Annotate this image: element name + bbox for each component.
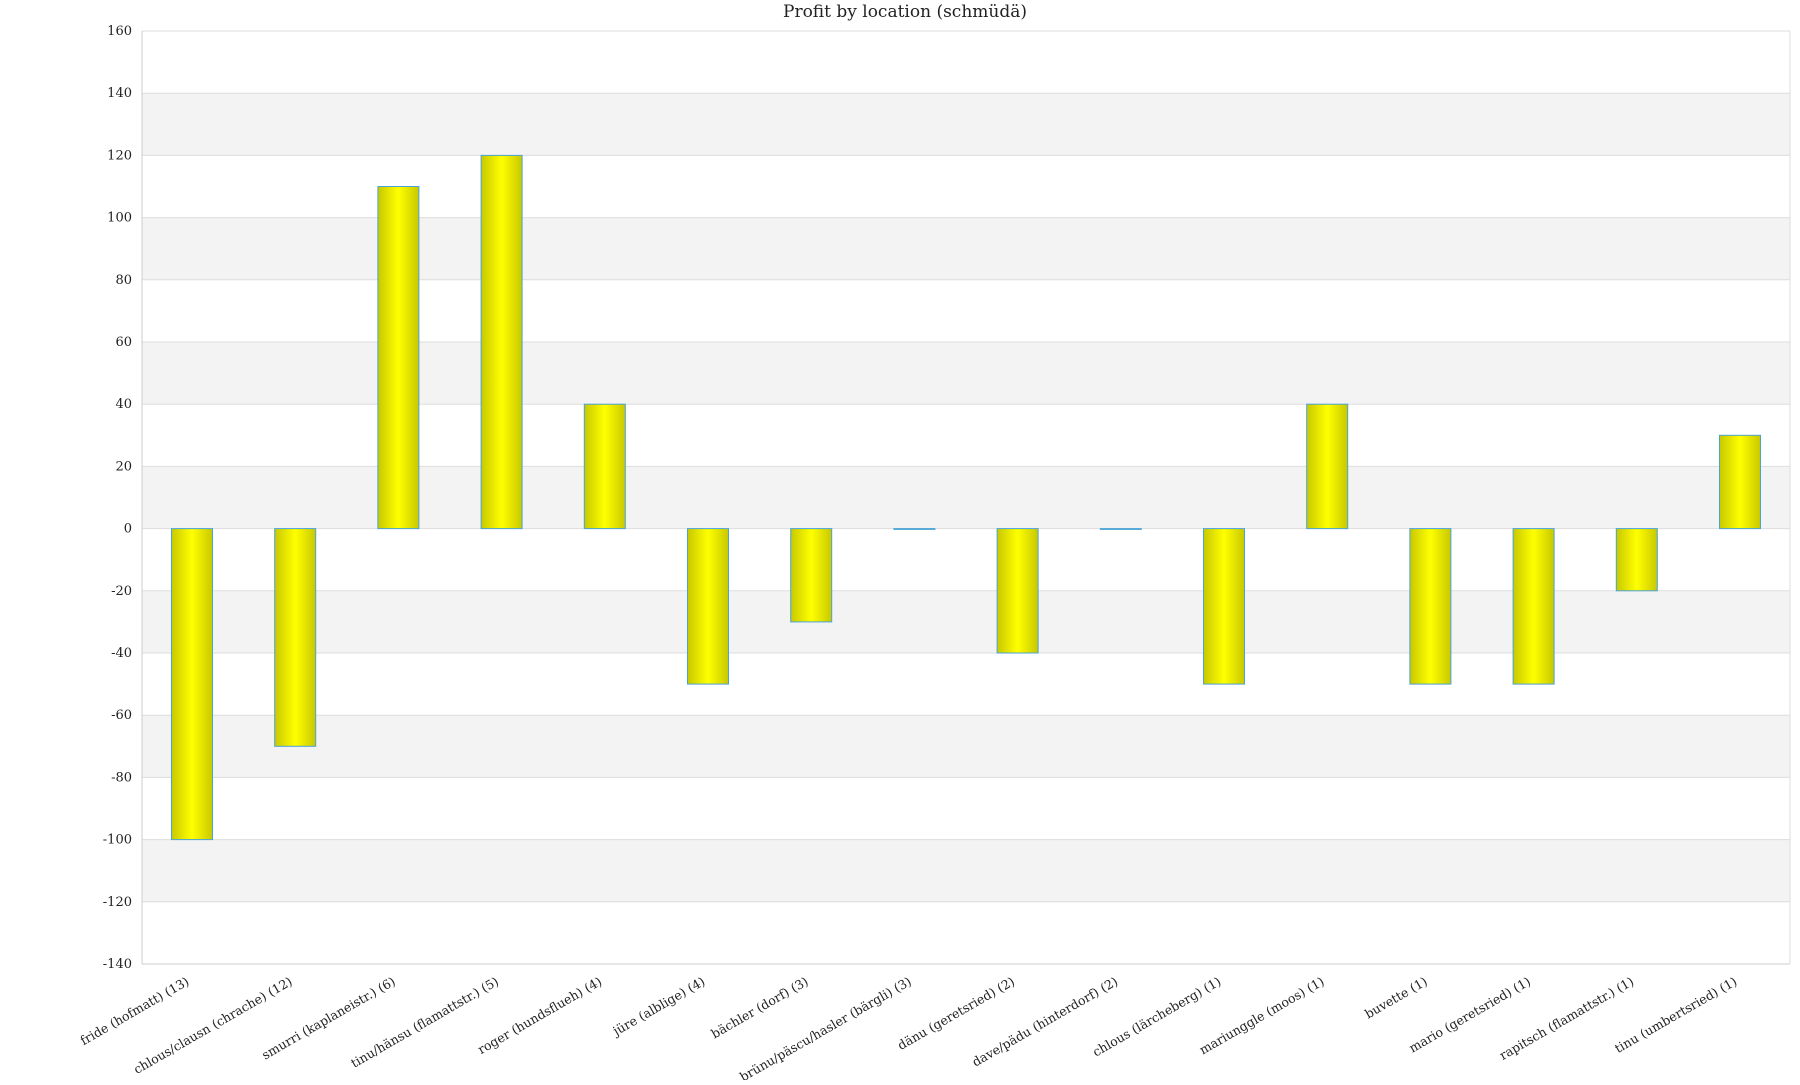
bar-5 <box>687 528 729 685</box>
bars <box>171 154 1761 841</box>
bar-6 <box>790 528 833 623</box>
y-tick-label: -80 <box>111 770 132 785</box>
y-tick-label: 80 <box>115 273 132 288</box>
y-tick-label: 40 <box>115 397 132 412</box>
chart-title: Profit by location (schmüdä) <box>783 2 1027 22</box>
bar-11 <box>1306 403 1349 530</box>
bar-9 <box>1099 528 1142 530</box>
y-tick-label: 20 <box>115 459 132 474</box>
y-tick-label: -100 <box>103 833 132 848</box>
y-tick-label: 60 <box>115 335 132 350</box>
axes <box>141 31 1791 965</box>
y-tick-label: -40 <box>111 646 132 661</box>
y-tick-label: -20 <box>111 584 132 599</box>
y-tick-label: 120 <box>107 148 132 163</box>
y-tick-label: 140 <box>107 86 132 101</box>
bar-4 <box>583 403 626 530</box>
y-axis-tick-labels: 160 140 120 100 80 60 40 20 0 -20 -40 -60 -80 -100 -12… <box>103 24 132 972</box>
x-category-label: fride (hofmatt) (13) <box>78 974 192 1048</box>
bar-8 <box>996 528 1039 654</box>
bar-15 <box>1719 434 1761 530</box>
bar-12 <box>1409 528 1452 685</box>
bar-1 <box>274 528 317 747</box>
bar-7 <box>893 528 936 530</box>
background-band <box>142 93 1790 156</box>
x-category-label: brünu/päscu/hasler (bärgli) (3) <box>737 974 914 1080</box>
y-tick-label: -120 <box>103 895 132 910</box>
bar-0 <box>171 528 213 841</box>
bar-3 <box>480 154 523 530</box>
y-tick-label: 100 <box>107 211 132 226</box>
x-axis-category-labels: fride (hofmatt) (13)chlous/clausn (chrac… <box>78 974 1740 1085</box>
y-tick-label: -60 <box>111 708 132 723</box>
background-bands <box>142 93 1790 902</box>
x-category-label: bächler (dorf) (3) <box>708 974 810 1042</box>
bar-13 <box>1512 528 1555 685</box>
y-tick-label: 160 <box>107 24 132 39</box>
background-band <box>142 839 1790 902</box>
y-tick-label: 0 <box>124 522 132 537</box>
bar-10 <box>1203 528 1245 685</box>
x-category-label: jüre (albligе) (4) <box>609 974 708 1040</box>
bar-2 <box>377 186 420 530</box>
background-band <box>142 715 1790 778</box>
y-tick-label: -140 <box>103 957 132 972</box>
bar-14 <box>1615 528 1658 592</box>
x-category-label: buvette (1) <box>1362 974 1430 1022</box>
